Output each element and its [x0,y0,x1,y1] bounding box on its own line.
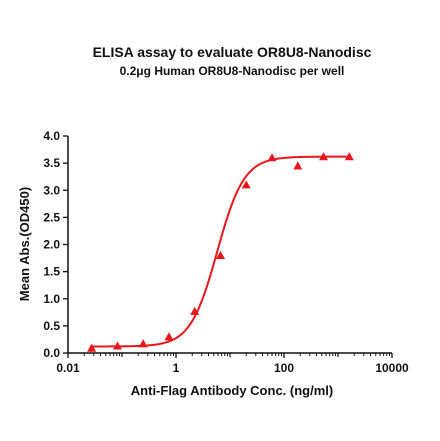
data-points [87,152,354,352]
data-point [138,339,148,348]
fit-curve-layer [91,155,350,348]
data-point [112,341,122,350]
y-axis-label: Mean Abs.(OD450) [17,187,32,301]
x-tick-label: 100 [274,361,294,375]
data-point [344,152,354,161]
y-tick-label: 1.0 [43,292,60,306]
x-tick-label: 10000 [375,361,409,375]
x-axis-label: Anti-Flag Antibody Conc. (ng/ml) [131,383,333,398]
y-tick-label: 0.5 [43,319,60,333]
data-point [216,250,226,259]
data-point [319,152,329,161]
data-point [241,180,251,189]
y-tick-label: 0.0 [43,346,60,360]
y-tick-label: 2.5 [43,210,60,224]
y-tick-label: 2.0 [43,238,60,252]
x-tick-label: 1 [173,361,180,375]
data-point [293,161,303,170]
fit-curve [91,155,350,348]
axes: 0.0 0.5 1.0 1.5 2.0 2.5 3.0 3.5 4.0 0.01 1 100 10000 [43,129,409,375]
x-tick-label: 0.01 [56,361,80,375]
y-tick-label: 4.0 [43,129,60,143]
chart-subtitle: 0.2μg Human OR8U8-Nanodisc per well [120,64,345,78]
data-point [164,332,174,341]
y-tick-label: 1.5 [43,265,60,279]
data-point [87,343,97,352]
y-tick-label: 3.0 [43,183,60,197]
data-point [267,153,277,162]
y-tick-label: 3.5 [43,156,60,170]
data-point [190,306,200,315]
chart-title: ELISA assay to evaluate OR8U8-Nanodisc [93,44,372,60]
